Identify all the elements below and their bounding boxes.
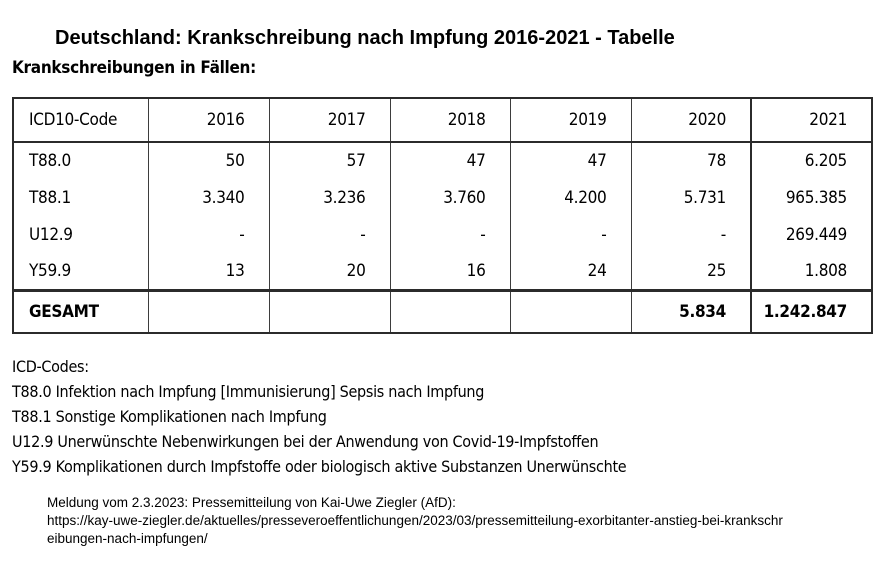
page-subtitle: Krankschreibungen in Fällen: [12,58,256,78]
table-cell: 16 [389,253,510,290]
total-cell [509,288,631,333]
source-note: Meldung vom 2.3.2023: Pressemitteilung v… [47,494,789,548]
total-cell: 1.242.847 [750,288,872,333]
column-header-2021: 2021 [750,98,872,143]
total-cell [268,288,390,333]
total-cell: 5.834 [630,288,751,333]
table-cell: 965.385 [750,179,872,216]
table-cell: 25 [630,253,751,290]
icd-codes-legend: ICD-Codes: T88.0 Infektion nach Impfung … [12,354,627,479]
table-cell: 50 [147,142,269,179]
table-cell: - [147,216,269,253]
table-cell: - [389,216,510,253]
table-cell: 13 [147,253,269,290]
table-cell: 20 [268,253,390,290]
row-label: U12.9 [29,224,73,245]
sick-leave-table: ICD10-Code 2016 2017 2018 2019 2020 2021… [12,97,873,334]
source-attribution: Meldung vom 2.3.2023: Pressemitteilung v… [47,495,456,510]
source-url: https://kay-uwe-ziegler.de/aktuelles/pre… [47,513,783,546]
table-cell: 3.340 [147,179,269,216]
table-cell: 3.236 [268,179,390,216]
table-cell: 57 [268,142,390,179]
legend-line-t88-0: T88.0 Infektion nach Impfung [Immunisier… [12,382,485,401]
legend-line-y59-9: Y59.9 Komplikationen durch Impfstoffe od… [12,457,627,476]
table-row-t88-0: T88.0 50 57 47 47 78 6.205 [13,142,872,179]
row-label: T88.1 [29,187,71,208]
table-cell: 24 [509,253,631,290]
table-row-y59-9: Y59.9 13 20 16 24 25 1.808 [13,253,872,290]
legend-heading: ICD-Codes: [12,357,89,376]
table-header-row: ICD10-Code 2016 2017 2018 2019 2020 2021 [13,98,872,143]
page-title: Deutschland: Krankschreibung nach Impfun… [55,27,675,49]
column-header-icd10-code: ICD10-Code [13,98,148,143]
table-cell: 78 [630,142,751,179]
table-cell: 1.808 [750,253,872,290]
total-cell [147,288,269,333]
row-label: Y59.9 [29,260,71,281]
total-row: GESAMT 5.834 1.242.847 [13,288,872,333]
table-cell: 6.205 [750,142,872,179]
table-row-u12-9: U12.9 - - - - - 269.449 [13,216,872,253]
table-cell: - [509,216,631,253]
legend-line-u12-9: U12.9 Unerwünschte Nebenwirkungen bei de… [12,432,599,451]
column-header-2020: 2020 [630,98,751,143]
table-cell: 5.731 [630,179,751,216]
column-header-2018: 2018 [389,98,510,143]
table-cell: 269.449 [750,216,872,253]
legend-line-t88-1: T88.1 Sonstige Komplikationen nach Impfu… [12,407,327,426]
table-cell: - [630,216,751,253]
row-label: T88.0 [29,151,71,171]
total-row-label: GESAMT [13,288,148,333]
total-cell [389,288,510,333]
column-header-2019: 2019 [509,98,631,143]
table-cell: 47 [509,142,631,179]
table-cell: 47 [389,142,510,179]
table-row-t88-1: T88.1 3.340 3.236 3.760 4.200 5.731 965.… [13,179,872,216]
table-cell: - [268,216,390,253]
column-header-2016: 2016 [147,98,269,143]
table-cell: 4.200 [509,179,631,216]
column-header-2017: 2017 [268,98,390,143]
table-cell: 3.760 [389,179,510,216]
